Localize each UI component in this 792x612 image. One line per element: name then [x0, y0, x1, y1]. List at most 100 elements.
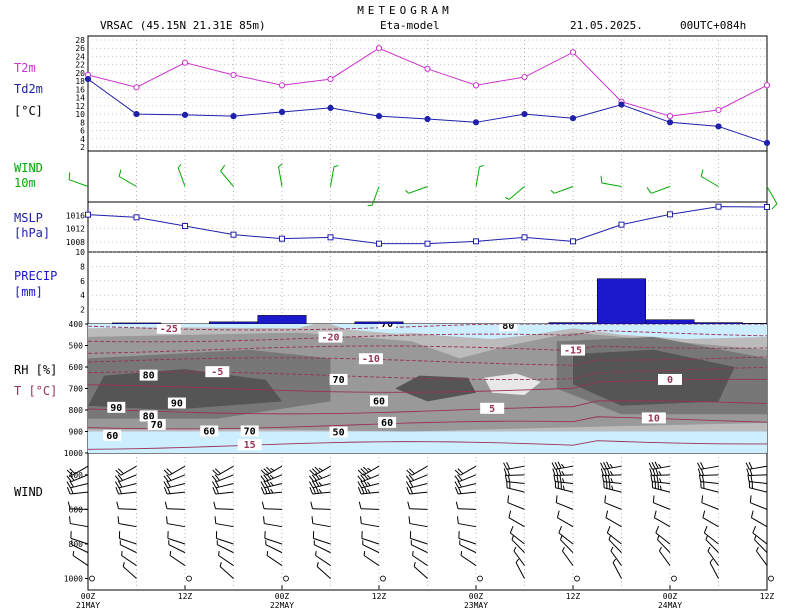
barb-feather — [561, 546, 565, 552]
barb-staff — [562, 550, 574, 566]
barb-feather — [318, 474, 323, 479]
t2m-point — [181, 59, 189, 66]
wind-profile-barb — [308, 479, 331, 489]
barb-feather — [651, 462, 656, 470]
barb-staff — [363, 555, 380, 566]
wind-profile-barb — [561, 546, 574, 566]
wind-profile-barb — [115, 465, 137, 476]
barb-feather — [115, 469, 122, 476]
wind-profile-barb — [357, 473, 380, 483]
barb-feather — [457, 486, 462, 494]
barb-feather — [269, 481, 274, 486]
wind-profile-barb — [363, 551, 380, 566]
barb-feather — [701, 495, 704, 503]
barb-feather — [122, 562, 125, 567]
barb-feather — [278, 163, 283, 168]
wind-profile-barb — [218, 551, 234, 566]
barb-feather — [754, 535, 757, 540]
wind-profile-barb — [260, 486, 283, 495]
barb-feather — [504, 197, 510, 200]
rh-label-bg — [329, 426, 348, 438]
wind-profile-panel: 400 600 800 1000 — [64, 453, 774, 590]
barb-staff — [264, 523, 283, 528]
time-tick-label: 12Z — [178, 592, 193, 601]
wind10m-barb — [177, 164, 186, 187]
barb-feather — [114, 481, 120, 489]
barb-staff — [313, 537, 331, 545]
wind-profile-barb — [163, 465, 186, 476]
barb-feather — [600, 462, 605, 470]
wind10m-barb — [700, 169, 719, 187]
barb-feather — [360, 468, 367, 475]
barb-feather — [66, 475, 72, 482]
barb-feather — [750, 510, 754, 518]
barb-staff — [168, 544, 186, 554]
temp-tick-label: 26 — [75, 44, 85, 53]
wind-profile-barb — [558, 525, 574, 545]
barb-feather — [656, 474, 659, 483]
mslp-point — [424, 240, 431, 247]
time-tick-label: 00Z — [81, 592, 96, 601]
wind-profile-barb — [605, 510, 622, 528]
wind-profile-barb — [114, 474, 137, 483]
wind-profile-barb — [313, 540, 331, 554]
wind-profile-barb — [361, 531, 380, 545]
barb-staff — [508, 186, 525, 200]
barb-staff — [216, 474, 234, 483]
barb-staff — [507, 502, 525, 510]
barb-feather — [605, 510, 609, 518]
wind-profile-barb — [121, 551, 137, 566]
barb-feather — [118, 486, 123, 494]
mslp-point — [133, 214, 140, 221]
barb-feather — [503, 468, 507, 476]
rh-label: 60 — [373, 396, 385, 407]
barb-feather — [163, 487, 168, 495]
profile-tick-label: 500 — [69, 342, 84, 351]
wind-profile-label: WIND — [14, 485, 43, 499]
barb-feather — [655, 468, 659, 476]
precip-tick-label: 2 — [80, 306, 85, 315]
barb-staff — [704, 532, 719, 545]
barb-staff — [411, 544, 428, 554]
isotherm-label: -5 — [211, 367, 223, 378]
wind10m-barb — [367, 186, 380, 207]
wind-profile-barb — [658, 546, 671, 566]
wind-profile-barb — [754, 535, 768, 553]
barb-feather — [309, 487, 314, 495]
barb-feather — [556, 474, 559, 482]
barb-staff — [264, 537, 283, 545]
series-line-t2m — [87, 47, 768, 117]
wind-profile-barb — [503, 468, 525, 476]
wind-profile-barb — [122, 562, 137, 579]
barb-feather — [700, 468, 704, 476]
barb-feather — [562, 478, 565, 483]
barb-staff — [177, 167, 186, 187]
wind-profile-barb — [454, 465, 477, 476]
barb-feather — [555, 495, 558, 503]
barb-feather — [363, 466, 369, 473]
barb-staff — [360, 508, 380, 510]
barb-staff — [750, 502, 768, 510]
barb-feather — [561, 463, 565, 469]
wind-profile-barb — [752, 525, 768, 545]
rh-label: 60 — [203, 427, 215, 438]
barb-staff — [756, 550, 768, 566]
barb-staff — [652, 487, 671, 493]
precip-bar — [112, 322, 161, 325]
td2m-point — [472, 119, 480, 126]
barb-feather — [515, 558, 520, 563]
barb-feather — [166, 516, 168, 524]
barb-staff — [603, 487, 622, 493]
mslp-point — [667, 211, 673, 218]
barb-feather — [318, 481, 323, 486]
wind-profile-barb — [653, 510, 671, 528]
wind-profile-barb — [410, 540, 428, 554]
temp-unit-label: [°C] — [14, 104, 43, 118]
barb-staff — [119, 537, 137, 545]
barb-feather — [263, 468, 270, 475]
barb-staff — [612, 562, 622, 579]
calm-circle — [89, 575, 95, 582]
barb-feather — [454, 481, 459, 489]
barb-feather — [363, 486, 368, 494]
wind-profile-barb — [116, 501, 137, 510]
